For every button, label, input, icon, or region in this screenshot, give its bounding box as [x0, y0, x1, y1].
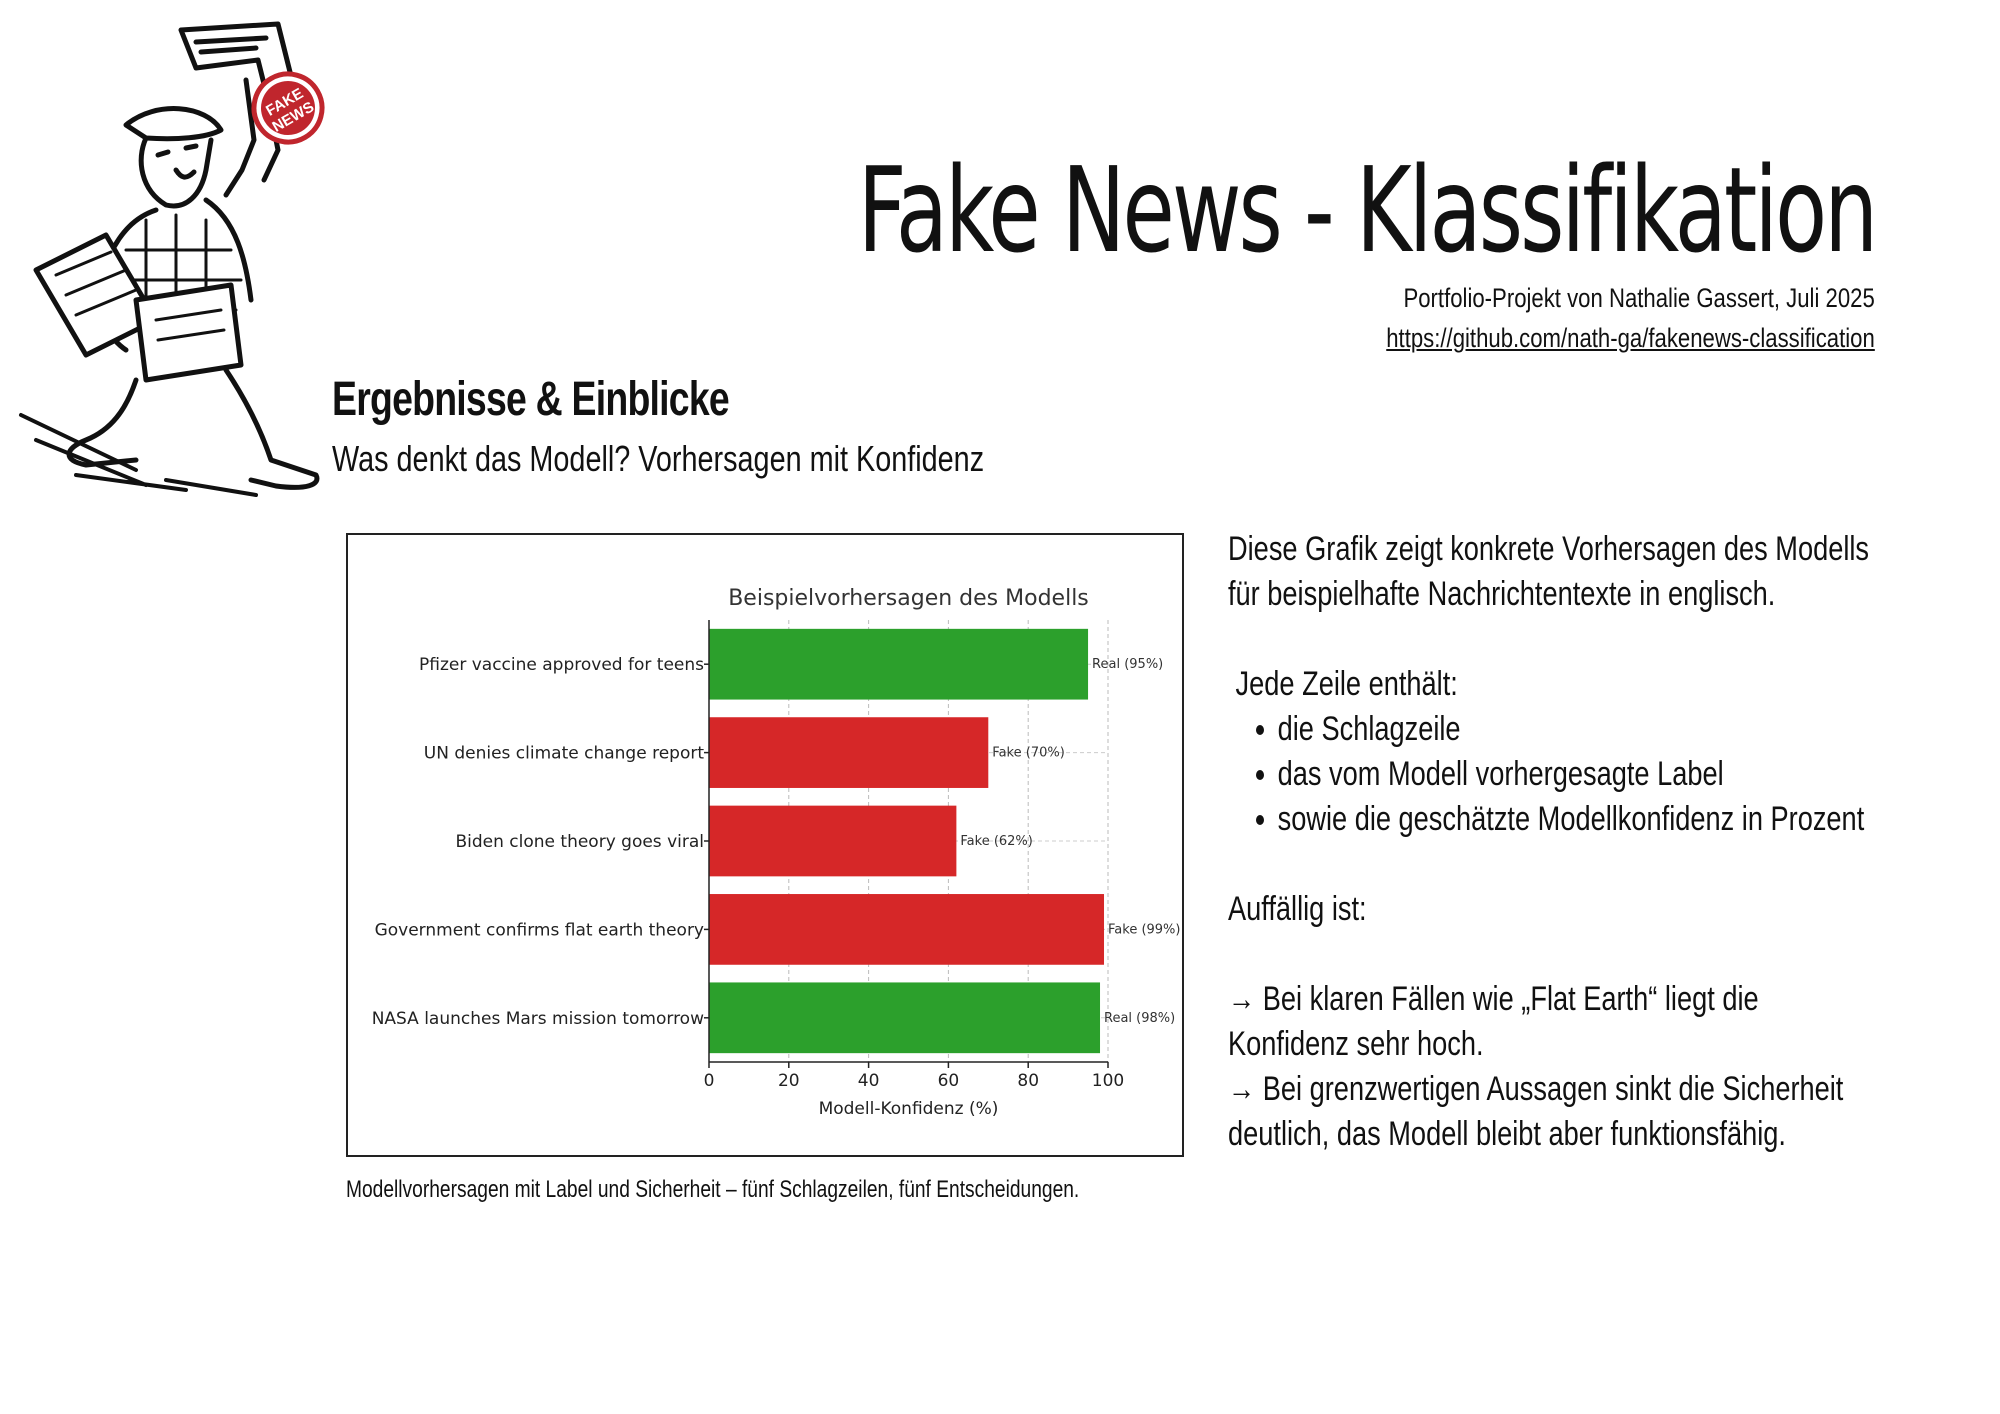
fake-news-stamp: FAKE NEWS: [251, 71, 325, 145]
data-label: Fake (99%): [1108, 922, 1180, 937]
bar: [709, 717, 989, 788]
author-line: Portfolio-Projekt von Nathalie Gassert, …: [1403, 283, 1875, 313]
bar: [709, 628, 1089, 700]
data-label: Real (98%): [1104, 1011, 1175, 1026]
intro-line-2: für beispielhafte Nachrichtentexte in en…: [1228, 575, 1776, 613]
category-label: Biden clone theory goes viral: [455, 832, 704, 852]
data-label: Fake (62%): [960, 834, 1032, 849]
bar: [709, 894, 1105, 965]
point-1-line-2: Konfidenz sehr hoch.: [1228, 1025, 1484, 1063]
notable-heading: Auffällig ist:: [1228, 890, 1367, 928]
repo-link[interactable]: https://github.com/nath-ga/fakenews-clas…: [1386, 323, 1875, 353]
bar: [709, 805, 957, 877]
explanation-text: Diese Grafik zeigt konkrete Vorhersagen …: [1228, 527, 1870, 1157]
category-label: Pfizer vaccine approved for teens: [419, 655, 704, 675]
section-heading: Ergebnisse & Einblicke: [332, 373, 730, 426]
x-tick-label: 0: [704, 1071, 715, 1091]
x-tick-label: 60: [938, 1071, 960, 1091]
section-subheading: Was denkt das Modell? Vorhersagen mit Ko…: [332, 438, 985, 479]
chart-caption: Modellvorhersagen mit Label und Sicherhe…: [346, 1176, 1080, 1203]
x-tick-label: 80: [1017, 1071, 1039, 1091]
x-tick-label: 20: [778, 1071, 800, 1091]
list-item: sowie die geschätzte Modellkonfidenz in …: [1278, 797, 1865, 842]
prediction-chart: Beispielvorhersagen des Modells 0 20 40 60 80…: [372, 586, 1181, 1119]
list-item: die Schlagzeile: [1278, 707, 1836, 752]
x-axis-label: Modell-Konfidenz (%): [819, 1099, 999, 1119]
chart-title: Beispielvorhersagen des Modells: [728, 586, 1089, 611]
list-heading: Jede Zeile enthält:: [1228, 665, 1458, 703]
point-2-line-1: → Bei grenzwertigen Aussagen sinkt die S…: [1228, 1070, 1844, 1108]
intro-line-1: Diese Grafik zeigt konkrete Vorhersagen …: [1228, 530, 1870, 568]
list-item: das vom Modell vorhergesagte Label: [1278, 752, 1836, 797]
chart-frame: Beispielvorhersagen des Modells 0 20 40 60 80…: [346, 533, 1184, 1157]
category-label: Government confirms flat earth theory: [375, 920, 704, 940]
feature-list: die Schlagzeile das vom Modell vorherges…: [1228, 707, 1865, 842]
bar: [709, 982, 1101, 1054]
data-label: Real (95%): [1092, 657, 1163, 672]
x-tick-label: 40: [858, 1071, 880, 1091]
data-label: Fake (70%): [992, 746, 1064, 761]
point-2-line-2: deutlich, das Modell bleibt aber funktio…: [1228, 1115, 1786, 1153]
newsboy-illustration: FAKE NEWS: [19, 21, 325, 497]
page-title: Fake News - Klassifikation: [857, 141, 1878, 279]
category-label: NASA launches Mars mission tomorrow: [372, 1009, 704, 1029]
x-tick-label: 100: [1092, 1071, 1124, 1091]
point-1-line-1: → Bei klaren Fällen wie „Flat Earth“ lie…: [1228, 980, 1759, 1018]
category-label: UN denies climate change report: [424, 744, 705, 764]
